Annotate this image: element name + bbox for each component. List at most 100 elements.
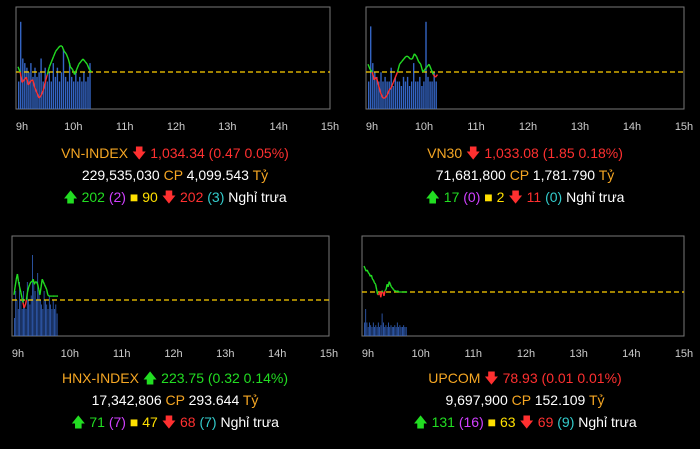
price-line-segment	[38, 94, 42, 99]
x-tick-label: 14h	[270, 121, 288, 133]
volume-bar	[47, 309, 49, 336]
volume-bar	[41, 304, 42, 336]
advancers-count: 71	[89, 414, 105, 430]
price-line-segment	[389, 283, 392, 288]
x-tick-label: 15h	[320, 348, 338, 360]
volume-value: 9,697,900	[445, 392, 508, 408]
volume-bar	[50, 304, 51, 336]
volume-bar	[29, 304, 31, 336]
price-line-segment	[386, 89, 390, 96]
price-line-segment	[88, 68, 92, 73]
ceiling-count: (16)	[458, 414, 484, 430]
volume-bar	[393, 327, 394, 336]
price-line-segment	[407, 55, 411, 60]
price-line-segment	[69, 66, 74, 70]
volume-bar	[431, 81, 433, 109]
arrow-down-icon: 🡇	[466, 145, 481, 161]
volume-bar	[45, 300, 46, 336]
price-line-segment	[63, 50, 67, 55]
session-status: Nghỉ trưa	[578, 414, 637, 430]
price-line-segment	[67, 58, 72, 67]
decliners-count: 11	[526, 189, 542, 205]
volume-bar	[427, 76, 429, 109]
volume-bar	[43, 291, 45, 336]
volume-bar	[40, 58, 42, 109]
price-line-segment	[369, 68, 373, 73]
plot-frame	[11, 235, 330, 337]
chart-vnindex: 9h 10h 11h 12h 13h 14h 15h	[15, 6, 339, 133]
price-line-segment	[430, 69, 434, 75]
price-line-segment	[14, 279, 17, 288]
volume-bar	[15, 291, 17, 336]
price-line-segment	[78, 61, 82, 65]
volume-bar	[34, 291, 36, 336]
advancers-count: 17	[443, 189, 460, 205]
price-line-segment	[422, 68, 426, 73]
index-change: (0.47 0.05%)	[208, 145, 289, 161]
price-line-segment	[374, 284, 378, 290]
price-line-segment	[28, 284, 31, 288]
volume-bar	[394, 76, 396, 109]
chart-panel-vn30: 9h 10h 11h 12h 13h 14h 15h VN30 🡇 1,033.08 (1.…	[350, 0, 700, 224]
price-line-segment	[73, 69, 78, 75]
arrow-down-icon: 🡇	[484, 370, 499, 386]
price-line-segment	[13, 286, 16, 295]
unchanged-count: 47	[142, 414, 158, 430]
x-tick-label: 9h	[16, 121, 28, 133]
volume-bar	[32, 255, 33, 336]
price-line-segment	[35, 281, 39, 285]
volume-bar	[81, 81, 83, 109]
volume-bar	[400, 327, 402, 336]
price-line-segment	[370, 274, 374, 280]
price-line-segment	[34, 87, 38, 94]
square-icon: ■	[129, 189, 139, 205]
price-line-segment	[17, 281, 21, 288]
volume-bar	[402, 327, 403, 336]
price-line-segment	[20, 292, 23, 298]
chart-panel-vnindex: 9h 10h 11h 12h 13h 14h 15h VN-INDEX 🡇 1,034.34…	[0, 0, 350, 224]
x-tick-label: 9h	[366, 121, 378, 133]
chart-hnxindex: 9h 10h 11h 12h 13h 14h 15h	[11, 235, 338, 360]
volume-bar	[386, 327, 388, 336]
volume-bar	[405, 327, 407, 336]
price-line-segment	[403, 55, 407, 60]
price-line-segment	[24, 299, 28, 306]
session-status: Nghỉ trưa	[566, 189, 625, 205]
volume-bar	[388, 81, 390, 109]
x-tick-label: 12h	[164, 348, 182, 360]
value-label: CP	[163, 167, 183, 183]
price-line-segment	[41, 278, 44, 283]
volume-bar	[388, 322, 389, 336]
index-close: 1,034.34	[150, 145, 205, 161]
volume-bar	[396, 322, 398, 336]
volume-bar	[26, 282, 28, 336]
x-tick-label: 14h	[268, 348, 286, 360]
volume-bar	[380, 325, 382, 336]
volume-bar	[433, 72, 435, 109]
volume-bar	[19, 282, 20, 336]
volume-bar	[44, 67, 46, 109]
volume-bar	[380, 72, 382, 109]
arrow-down-icon: 🡇	[519, 414, 534, 430]
volume-bar	[26, 67, 28, 109]
volume-bar	[435, 81, 437, 109]
x-tick-label: 10h	[64, 121, 82, 133]
price-line-segment	[84, 61, 88, 65]
price-line-segment	[17, 66, 21, 73]
price-line-segment	[375, 77, 380, 86]
plot-frame	[365, 6, 685, 110]
price-line-segment	[384, 288, 387, 292]
unit-label: Tỷ	[598, 167, 615, 183]
unit-label: Tỷ	[242, 392, 259, 408]
volume-bar	[364, 322, 365, 336]
arrow-up-icon: 🡅	[142, 370, 158, 386]
price-line-segment	[434, 74, 439, 78]
index-name: VN30	[427, 145, 463, 161]
price-line-segment	[390, 286, 393, 289]
volume-bar	[75, 72, 77, 109]
volume-bar	[56, 313, 58, 336]
volume-bar	[38, 291, 40, 336]
price-line-segment	[25, 77, 30, 86]
volume-bar	[24, 63, 26, 109]
volume-bar	[20, 21, 22, 109]
